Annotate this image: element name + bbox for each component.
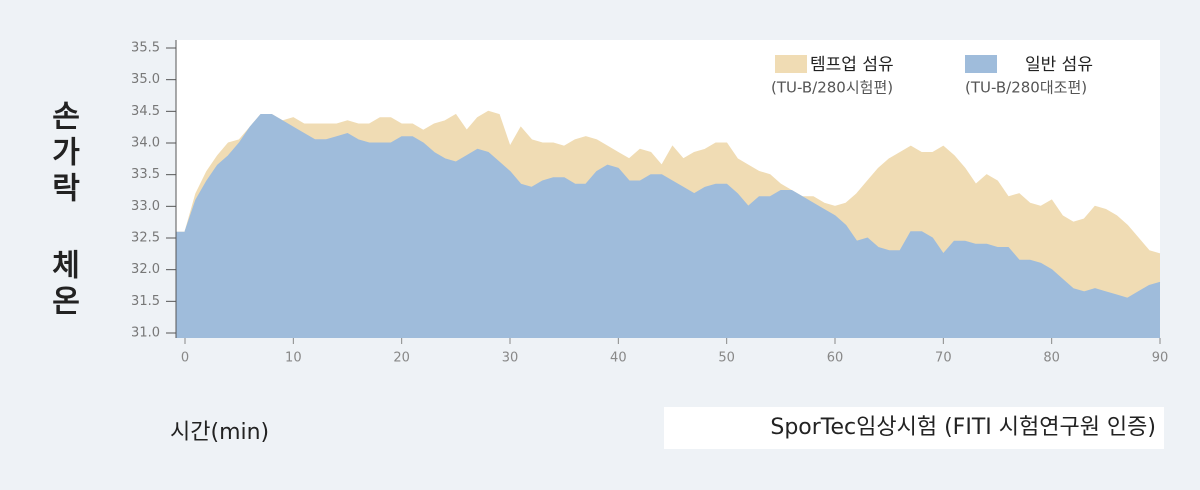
x-tick-label: 90 [1152, 351, 1169, 366]
legend-label: 일반 섬유 [1025, 55, 1093, 75]
y-tick-label: 31.5 [131, 294, 160, 309]
legend-swatch [965, 55, 997, 73]
area-fill [176, 114, 1160, 338]
legend-sublabel: (TU-B/280시험편) [771, 79, 893, 97]
x-tick-label: 80 [1043, 351, 1060, 366]
x-tick-label: 30 [502, 351, 519, 366]
x-tick-label: 50 [718, 351, 735, 366]
x-axis-label: 시간(min) [170, 420, 270, 445]
y-tick-label: 31.0 [131, 326, 160, 341]
source-note: SporTec임상시험 (FITI 시험연구원 인증) [664, 407, 1164, 449]
y-axis-label: 손가락 체온 [45, 100, 80, 321]
x-tick-label: 0 [181, 351, 189, 366]
y-tick-label: 33.0 [131, 199, 160, 214]
y-tick-label: 32.5 [131, 231, 160, 246]
x-tick-label: 10 [285, 351, 302, 366]
chart: 31.0 31.5 32.0 32.5 33.0 33.5 34.0 34.5 35.0 35.5… [131, 40, 1169, 366]
y-tick-label: 35.0 [131, 72, 160, 87]
x-tick-label: 40 [610, 351, 627, 366]
y-tick-label: 35.5 [131, 41, 160, 56]
area-line [184, 110, 1161, 255]
legend-sublabel: (TU-B/280대조편) [965, 79, 1087, 97]
y-tick-label: 34.0 [131, 136, 160, 151]
y-tick-label: 34.5 [131, 104, 160, 119]
area-line [184, 114, 1161, 299]
y-tick-label: 32.0 [131, 262, 160, 277]
legend-swatch [775, 55, 807, 73]
x-tick-label: 60 [827, 351, 844, 366]
y-tick-label: 33.5 [131, 167, 160, 182]
x-tick-label: 20 [393, 351, 410, 366]
x-tick-label: 70 [935, 351, 952, 366]
legend-label: 템프업 섬유 [810, 55, 894, 75]
